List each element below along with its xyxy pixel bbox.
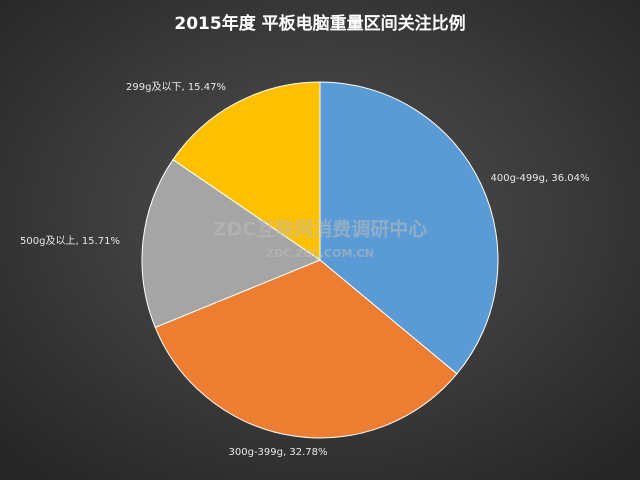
watermark: ZDC互联网消费调研中心 <box>213 218 428 241</box>
slice-label: 299g及以下, 15.47% <box>126 81 226 93</box>
slice-label: 300g-399g, 32.78% <box>229 447 328 458</box>
pie-slice <box>172 81 321 261</box>
slice-label: 400g-499g, 36.04% <box>491 173 590 184</box>
watermark: ZDC.ZOL.COM.CN <box>266 247 374 260</box>
slice-label: 500g及以上, 15.71% <box>20 235 120 247</box>
chart-title: 2015年度 平板电脑重量区间关注比例 <box>174 13 465 34</box>
slices <box>141 81 499 439</box>
pie-slice <box>141 158 322 329</box>
pie-slice <box>319 81 499 375</box>
pie-slice <box>154 259 458 439</box>
